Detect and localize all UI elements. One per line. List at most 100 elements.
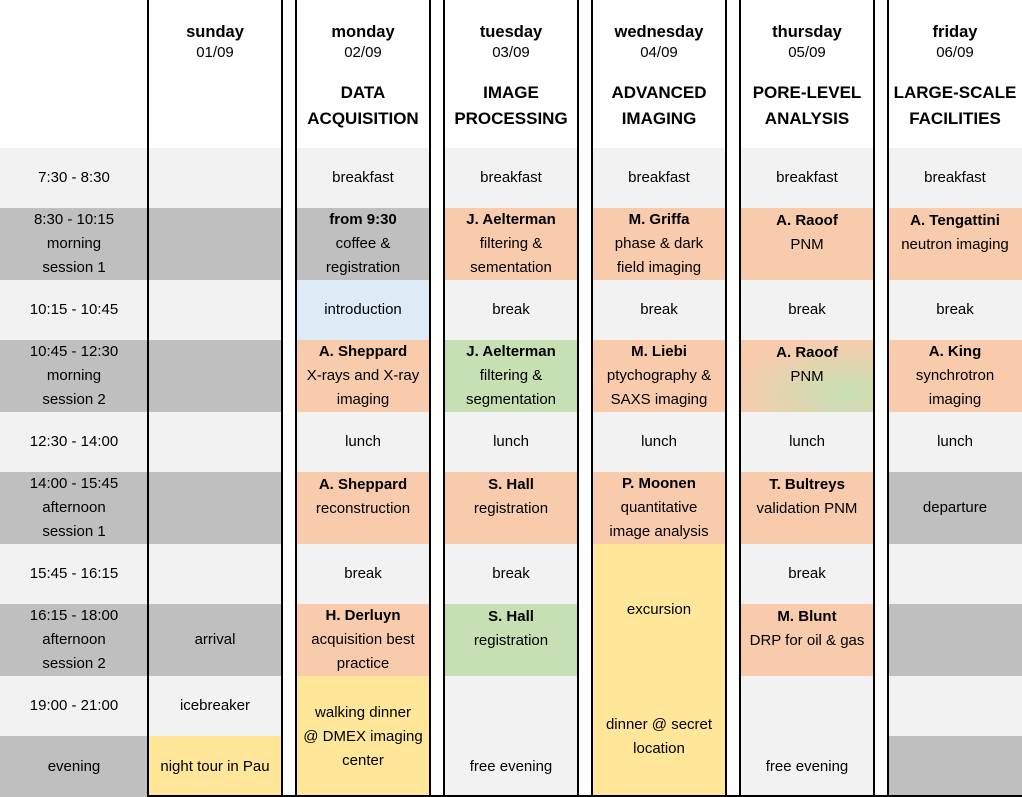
event-speaker: T. Bultreys — [769, 476, 845, 493]
event-text: breakfast — [332, 169, 394, 186]
schedule-event: P. Moonen quantitative image analysis — [592, 472, 726, 544]
event-text: PNM — [790, 368, 824, 385]
empty-cell — [148, 208, 282, 280]
event-speaker: A. Raoof — [776, 212, 838, 229]
event-text: coffee & — [335, 235, 391, 252]
event-text: break — [640, 301, 678, 318]
event-text: lunch — [789, 433, 825, 450]
time-slot-label: session 2 — [42, 391, 106, 408]
event-text: dinner @ secret — [605, 715, 713, 733]
time-slot: 10:15 - 10:45 — [0, 280, 148, 340]
event-text: quantitative — [620, 499, 698, 516]
schedule-event: night tour in Pau — [148, 736, 282, 797]
event-text: lunch — [493, 433, 529, 450]
time-slot: 12:30 - 14:00 — [0, 412, 148, 472]
schedule-event: J. Aelterman filtering & segmentation — [444, 340, 578, 412]
empty-cell — [148, 472, 282, 544]
column-border — [429, 0, 431, 797]
time-slot-label: afternoon — [42, 631, 106, 648]
column-border — [887, 0, 889, 797]
schedule-event: free evening — [444, 736, 578, 797]
event-text: lunch — [641, 433, 677, 450]
day-theme: IMAGE PROCESSING — [454, 83, 568, 128]
schedule-event: A. Sheppard X-rays and X-ray imaging — [296, 340, 430, 412]
schedule-event: break — [444, 544, 578, 604]
event-text: DRP for oil & gas — [749, 632, 865, 649]
event-text: PNM — [790, 236, 824, 253]
schedule-event: T. Bultreys validation PNM — [740, 472, 874, 544]
event-text: break — [788, 301, 826, 318]
time-slot: 7:30 - 8:30 — [0, 148, 148, 208]
time-slot-label: morning — [46, 235, 102, 252]
event-text: walking dinner — [315, 703, 411, 721]
schedule-event — [888, 604, 1022, 676]
day-name: monday — [331, 23, 395, 41]
schedule-event: J. Aelterman filtering & sementation — [444, 208, 578, 280]
time-slot-label: 7:30 - 8:30 — [38, 169, 110, 186]
day-header-wednesday: wednesday 04/09 ADVANCED IMAGING — [592, 0, 726, 148]
schedule-event: A. Raoof PNM — [740, 340, 874, 412]
event-speaker: A. King — [928, 343, 982, 360]
schedule-event — [888, 544, 1022, 604]
time-slot-label: afternoon — [42, 499, 106, 516]
schedule-event — [740, 676, 874, 736]
day-name: tuesday — [479, 23, 543, 41]
schedule-event — [444, 676, 578, 736]
time-slot-label: evening — [47, 757, 101, 775]
schedule-event: lunch — [444, 412, 578, 472]
event-text: lunch — [345, 433, 381, 450]
day-date: 06/09 — [936, 44, 974, 61]
time-slot-label: 14:00 - 15:45 — [29, 475, 119, 492]
schedule-event: breakfast — [592, 148, 726, 208]
schedule-event: lunch — [888, 412, 1022, 472]
event-speaker: J. Aelterman — [466, 211, 556, 228]
column-border — [295, 0, 297, 797]
day-theme: LARGE-SCALE FACILITIES — [893, 83, 1017, 128]
event-text: ptychography & — [606, 367, 712, 384]
time-slot: 16:15 - 18:00 afternoon session 2 — [0, 604, 148, 676]
day-theme: ADVANCED IMAGING — [611, 83, 707, 128]
time-slot-label: 15:45 - 16:15 — [29, 565, 119, 582]
time-slot-label: 12:30 - 14:00 — [29, 433, 119, 450]
time-slot-label: session 2 — [42, 655, 106, 672]
schedule-event: dinner @ secret location — [592, 676, 726, 797]
schedule-event: lunch — [740, 412, 874, 472]
event-text: night tour in Pau — [160, 757, 270, 775]
day-header-sunday: sunday 01/09 — [148, 0, 282, 148]
event-text: free evening — [765, 757, 849, 775]
empty-cell — [148, 148, 282, 208]
column-border — [577, 0, 579, 797]
event-text: imaging — [336, 391, 390, 408]
event-text: break — [788, 565, 826, 582]
event-text: @ DMEX imaging — [303, 727, 423, 745]
event-text: sementation — [470, 259, 552, 276]
schedule-event: icebreaker — [148, 676, 282, 736]
event-text: SAXS imaging — [610, 391, 708, 408]
event-text: breakfast — [480, 169, 542, 186]
day-name: friday — [932, 23, 978, 41]
schedule-event: excursion — [592, 544, 726, 676]
time-slot: 19:00 - 21:00 — [0, 676, 148, 736]
time-slot-label: session 1 — [42, 259, 106, 276]
schedule-event: M. Blunt DRP for oil & gas — [740, 604, 874, 676]
time-slot-label: 10:15 - 10:45 — [29, 301, 119, 318]
event-speaker: A. Raoof — [776, 344, 838, 361]
schedule-event: A. Tengattini neutron imaging — [888, 208, 1022, 280]
schedule-event: departure — [888, 472, 1022, 544]
empty-cell — [148, 544, 282, 604]
schedule-event — [888, 736, 1022, 797]
day-header-friday: friday 06/09 LARGE-SCALE FACILITIES — [888, 0, 1022, 148]
schedule-event: free evening — [740, 736, 874, 797]
event-text: phase & dark — [614, 235, 704, 252]
schedule-event: breakfast — [888, 148, 1022, 208]
time-slot-label: 16:15 - 18:00 — [29, 607, 119, 624]
schedule-event: break — [740, 280, 874, 340]
schedule-event: break — [592, 280, 726, 340]
column-border — [147, 0, 149, 797]
event-text: filtering & — [479, 367, 543, 384]
schedule-event: S. Hall registration — [444, 472, 578, 544]
schedule-event: M. Liebi ptychography & SAXS imaging — [592, 340, 726, 412]
bottom-border — [147, 795, 1022, 797]
schedule-event — [888, 676, 1022, 736]
